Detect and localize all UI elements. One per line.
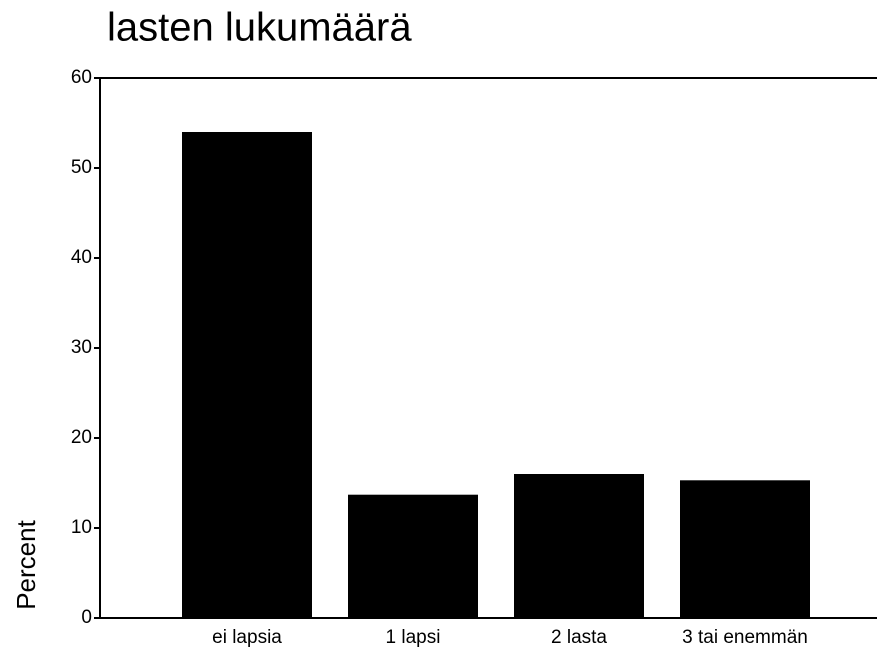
y-tick-label: 20 [71,427,92,448]
y-axis-label: Percent [11,519,41,609]
x-tick-label: 3 tai enemmän [682,627,808,648]
x-tick-label: 2 lasta [551,627,607,648]
x-tick-label: ei lapsia [212,627,282,648]
y-tick-label: 60 [71,67,92,88]
bar [680,480,810,618]
bar [348,494,478,618]
y-tick-label: 50 [71,157,92,178]
y-tick-label: 0 [81,607,92,628]
y-tick-label: 40 [71,247,92,268]
y-tick-label: 10 [71,517,92,538]
bar [182,132,312,618]
bar [514,474,644,618]
x-tick-label: 1 lapsi [386,627,441,648]
chart-title: lasten lukumäärä [107,6,412,50]
y-tick-label: 30 [71,337,92,358]
